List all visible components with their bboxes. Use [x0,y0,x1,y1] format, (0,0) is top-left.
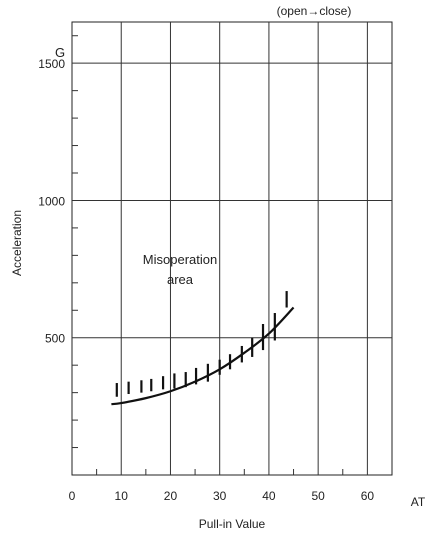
x-tick-labels: 0 10 20 30 40 50 60 [69,489,375,503]
annotation-line-1: Misoperation [143,252,217,267]
y-unit-label: G [55,45,65,60]
annotation-line-2: area [167,272,194,287]
series-curve [111,306,295,406]
x-tick-label: 40 [262,489,276,503]
y-tick-label: 500 [45,332,65,346]
plot-area [71,21,393,476]
minor-ticks [72,35,344,475]
x-tick-label: 50 [311,489,325,503]
grid [72,22,392,475]
x-axis-label: Pull-in Value [199,517,266,531]
x-unit-label: AT [411,495,426,509]
x-tick-label: 60 [361,489,375,503]
x-tick-label: 30 [213,489,227,503]
y-axis-label: Acceleration [10,210,24,276]
y-tick-label: 1500 [38,57,65,71]
x-tick-label: 10 [115,489,129,503]
x-tick-label: 20 [164,489,178,503]
y-tick-label: 1000 [38,194,65,208]
y-tick-labels: 500 1000 1500 [38,57,65,346]
hatch-marks [115,291,288,397]
note-label: (open→close) [277,4,352,18]
x-tick-label: 0 [69,489,76,503]
